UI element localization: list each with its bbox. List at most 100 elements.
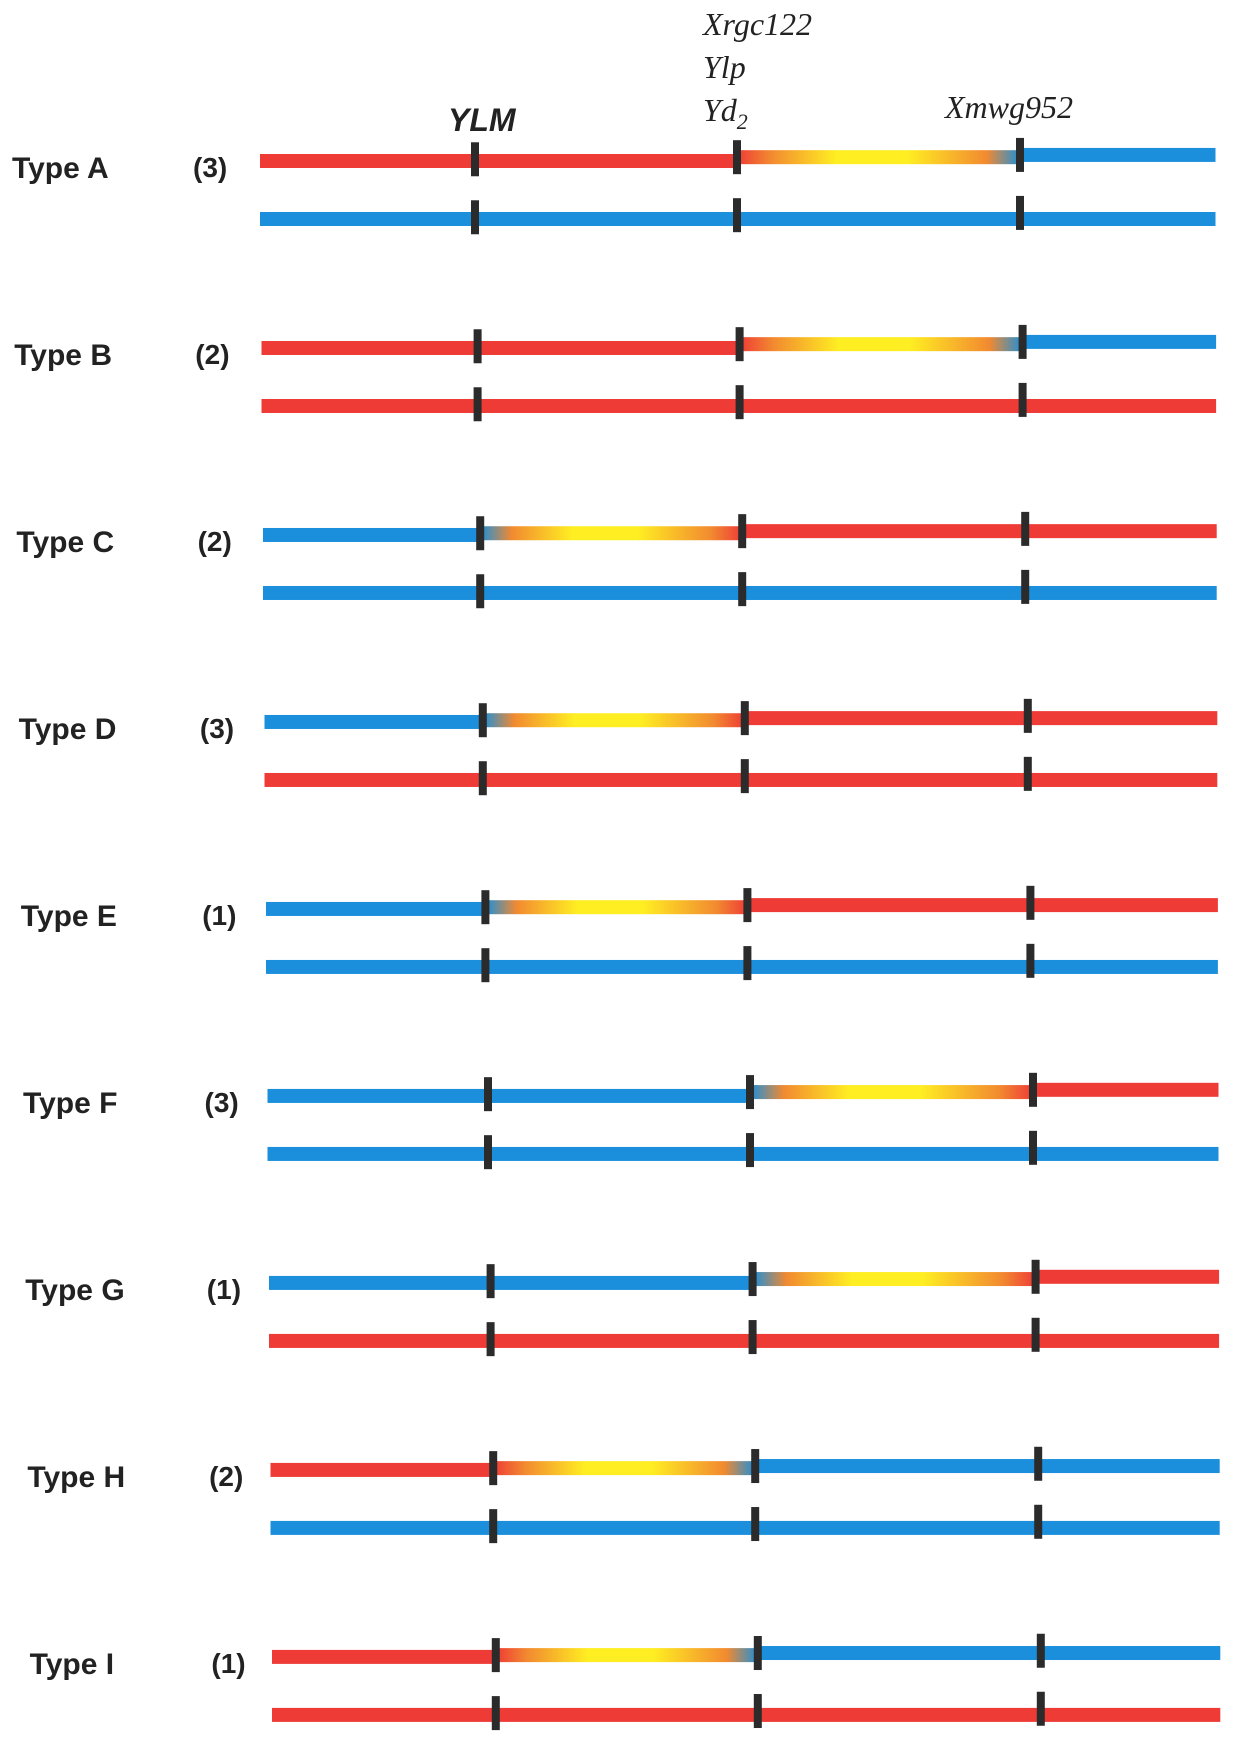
- chromosome-segment-red: [272, 1707, 1221, 1722]
- chromosome-bottom: [266, 943, 1218, 983]
- chromosome-segment-red: [744, 711, 1218, 726]
- chromosome-segment-red: [742, 524, 1217, 539]
- locus-marker: [746, 1133, 754, 1168]
- crossover-segment: [739, 337, 1024, 352]
- marker-label-yd2: Yd2: [703, 92, 748, 134]
- crossover-segment: [750, 1085, 1034, 1100]
- type-row: Type G (1): [25, 1259, 1220, 1357]
- chromosome-segment-blue: [266, 901, 486, 916]
- chromosome-segment-blue: [270, 1520, 1220, 1535]
- locus-marker: [740, 759, 749, 794]
- chromosome-segment-red: [1033, 1082, 1219, 1097]
- chromosome-segment-red: [261, 340, 741, 355]
- chromosome-segment-blue: [266, 959, 1218, 974]
- type-label: Type B: [14, 339, 112, 372]
- locus-marker: [491, 1696, 500, 1731]
- type-label: Type G: [25, 1274, 124, 1307]
- locus-marker: [478, 761, 487, 796]
- specimen-count: (3): [193, 152, 227, 183]
- chromosome-segment-red: [270, 1462, 494, 1477]
- locus-marker: [751, 1507, 760, 1542]
- locus-marker: [1016, 137, 1024, 172]
- specimen-count: (2): [209, 1461, 243, 1492]
- crossover-segment: [480, 526, 743, 541]
- type-label: Type A: [12, 152, 109, 185]
- locus-marker: [478, 703, 487, 738]
- type-row: Type E (1): [21, 885, 1218, 983]
- type-label: Type E: [21, 900, 117, 933]
- chromosome-segment-red: [260, 154, 738, 168]
- chromosome-top: [266, 885, 1218, 925]
- chromosome-segment-blue: [755, 1459, 1220, 1474]
- chromosome-segment-blue: [1022, 334, 1217, 349]
- locus-marker: [753, 1636, 762, 1671]
- locus-marker: [753, 1694, 762, 1729]
- type-row: Type B (2): [14, 324, 1217, 422]
- locus-marker: [486, 1264, 495, 1299]
- locus-marker: [1036, 1691, 1045, 1726]
- chromosome-segment-blue: [267, 1088, 751, 1103]
- crossover-segment: [493, 1461, 756, 1476]
- marker-label-yd: Yd: [703, 92, 738, 128]
- locus-marker: [746, 1075, 754, 1110]
- chromosome-bottom: [272, 1691, 1221, 1731]
- chromosome-top: [267, 1072, 1219, 1112]
- locus-marker: [491, 1638, 500, 1673]
- type-label: Type I: [30, 1648, 114, 1681]
- chromosome-top: [261, 324, 1217, 364]
- locus-marker: [740, 701, 749, 736]
- chromosome-bottom: [261, 382, 1217, 422]
- specimen-count: (1): [207, 1274, 241, 1305]
- locus-marker: [473, 387, 482, 422]
- type-row: Type H (2): [27, 1446, 1220, 1544]
- locus-marker: [1023, 756, 1032, 791]
- marker-label-yd-subscript: 2: [737, 109, 748, 134]
- chromosome-top: [272, 1633, 1221, 1673]
- chromosome-segment-red: [272, 1649, 497, 1664]
- chromosome-segment-blue: [269, 1275, 754, 1290]
- locus-marker: [1021, 511, 1030, 546]
- specimen-count: (1): [202, 900, 236, 931]
- locus-marker: [484, 1077, 492, 1112]
- type-row: Type D (3): [19, 698, 1218, 796]
- chromosome-bottom: [260, 195, 1216, 235]
- crossover-segment: [495, 1648, 759, 1663]
- locus-marker: [476, 574, 485, 609]
- chromosome-segment-blue: [267, 1146, 1219, 1161]
- chromosome-segment-blue: [1020, 147, 1216, 162]
- locus-marker: [473, 329, 482, 364]
- marker-label-ylp: Ylp: [703, 49, 746, 85]
- locus-marker: [1023, 698, 1032, 733]
- type-row: Type I (1): [30, 1633, 1221, 1731]
- locus-marker: [748, 1262, 757, 1297]
- locus-marker: [1034, 1446, 1043, 1481]
- locus-marker: [489, 1451, 498, 1486]
- locus-marker: [489, 1509, 498, 1544]
- chromosome-top: [270, 1446, 1220, 1486]
- crossover-segment: [482, 713, 746, 728]
- type-row: Type C (2): [16, 511, 1217, 609]
- locus-marker: [1026, 885, 1035, 920]
- chromosome-bottom: [267, 1130, 1219, 1170]
- type-label: Type F: [23, 1087, 117, 1120]
- locus-marker: [476, 516, 485, 551]
- locus-marker: [748, 1320, 757, 1355]
- chromosome-bottom: [263, 569, 1217, 609]
- chromosome-bottom: [269, 1317, 1220, 1357]
- type-row: Type F (3): [23, 1072, 1219, 1170]
- locus-marker: [738, 572, 747, 607]
- chromosome-segment-blue: [757, 1646, 1221, 1661]
- marker-label-xmwg952: Xmwg952: [943, 89, 1073, 125]
- locus-marker: [735, 327, 744, 362]
- marker-label-xrgc122: Xrgc122: [701, 6, 812, 42]
- chromosome-bottom: [270, 1504, 1220, 1544]
- locus-marker: [471, 142, 479, 177]
- type-label: Type H: [27, 1461, 125, 1494]
- type-label: Type D: [19, 713, 117, 746]
- locus-marker: [1029, 1072, 1037, 1107]
- locus-marker: [1016, 195, 1024, 230]
- locus-marker: [484, 1135, 492, 1170]
- locus-marker: [481, 890, 490, 925]
- locus-marker: [1021, 569, 1030, 604]
